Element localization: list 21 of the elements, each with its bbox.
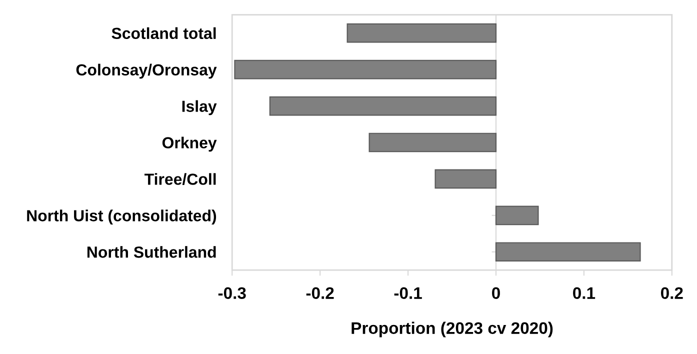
y-tick-label: North Uist (consolidated)	[27, 210, 216, 225]
bar	[495, 242, 641, 262]
x-tick-label: -0.3	[218, 287, 246, 300]
y-tick-label: Tiree/Coll	[144, 173, 216, 186]
y-tick-label: Colonsay/Oronsay	[76, 64, 217, 79]
y-tick-label: Scotland total	[112, 27, 216, 40]
bar	[495, 206, 539, 226]
bar	[434, 169, 497, 189]
bar	[234, 60, 497, 80]
x-tick-label: -0.2	[306, 287, 334, 300]
x-tick-label: 0.1	[573, 287, 596, 300]
bar	[368, 132, 497, 152]
x-tick-label: -0.1	[394, 287, 422, 300]
x-axis-title: Proportion (2023 cv 2020)	[352, 322, 553, 338]
y-tick-label: Islay	[182, 100, 217, 116]
x-tick-label: 0	[492, 287, 500, 300]
bar	[269, 96, 497, 116]
y-tick-label: North Sutherland	[87, 246, 216, 258]
y-tick-label: Orkney	[162, 136, 217, 152]
bar	[346, 23, 497, 43]
x-tick-label: 0.2	[660, 287, 683, 300]
